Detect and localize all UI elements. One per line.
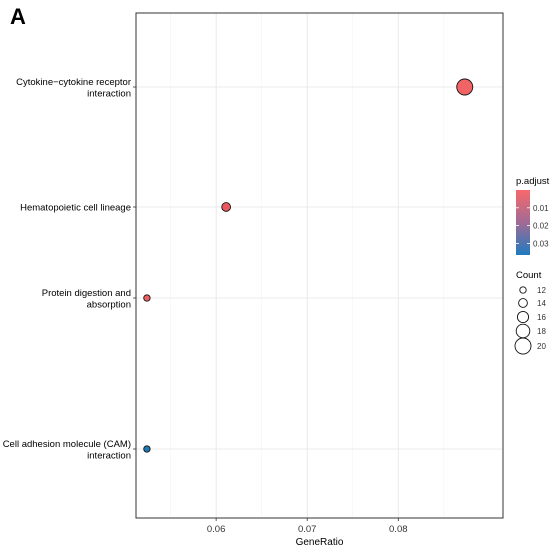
size-legend-label: 14 <box>537 299 546 308</box>
y-tick-label: Hematopoietic cell lineage <box>20 203 131 214</box>
x-tick-label: 0.07 <box>298 524 317 535</box>
size-legend-circle <box>516 310 530 324</box>
panel-label: A <box>10 4 26 29</box>
y-tick-label: interaction <box>87 450 131 461</box>
color-legend-title: p.adjust <box>516 176 550 187</box>
size-legend-label: 12 <box>537 286 546 295</box>
data-point <box>456 78 474 96</box>
color-legend-tick-label: 0.03 <box>533 239 549 248</box>
x-axis-title: GeneRatio <box>296 537 344 548</box>
y-tick-label: Protein digestion and <box>42 288 131 299</box>
size-legend-label: 16 <box>537 313 546 322</box>
size-legend-circle <box>518 298 528 308</box>
data-point <box>221 202 232 212</box>
plot-panel-border <box>135 12 504 519</box>
grid-lines <box>136 13 503 518</box>
y-tick-label: Cell adhesion molecule (CAM) <box>3 439 131 450</box>
size-legend-circle <box>514 337 532 355</box>
size-legend-title: Count <box>516 270 542 281</box>
data-point <box>143 294 151 302</box>
y-tick-label: interaction <box>87 88 131 99</box>
x-axis: 0.06 0.07 0.08 <box>207 518 408 535</box>
size-legend-circle <box>519 286 527 294</box>
size-legend: Count 12 14 16 18 20 <box>514 270 546 355</box>
x-tick-label: 0.06 <box>207 524 226 535</box>
color-legend-tick-label: 0.01 <box>533 204 549 213</box>
size-legend-label: 18 <box>537 327 546 336</box>
data-point <box>143 445 151 453</box>
y-tick-label: Cytokine−cytokine receptor <box>16 77 131 88</box>
data-points <box>143 78 474 453</box>
color-legend-gradient-bar <box>516 190 530 255</box>
size-legend-label: 20 <box>537 342 546 351</box>
y-axis: Cytokine−cytokine receptorinteractionHem… <box>3 77 136 461</box>
y-tick-label: absorption <box>87 299 131 310</box>
color-legend-tick-label: 0.02 <box>533 222 549 231</box>
color-legend: p.adjust 0.01 0.02 0.03 <box>516 176 550 255</box>
size-legend-circle <box>515 323 531 339</box>
x-tick-label: 0.08 <box>389 524 408 535</box>
